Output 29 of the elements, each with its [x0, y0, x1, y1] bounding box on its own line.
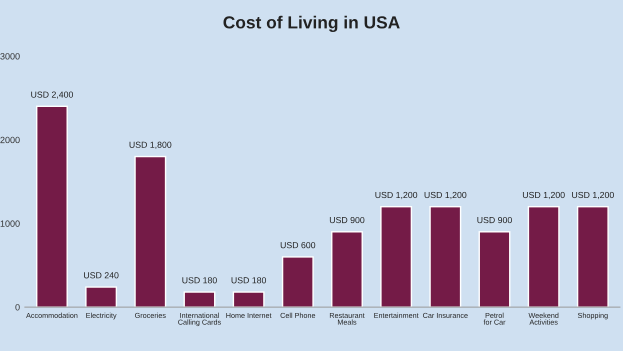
bar	[478, 231, 510, 308]
data-label: USD 2,400	[31, 91, 74, 99]
bar	[429, 206, 462, 308]
bar	[576, 206, 609, 308]
data-label: USD 1,200	[424, 192, 466, 200]
data-label: USD 1,800	[130, 142, 172, 149]
data-label: USD 900	[330, 216, 364, 224]
data-label: USD 600	[280, 242, 316, 248]
data-label: USD 1,200	[572, 192, 614, 200]
data-label: USD 180	[182, 277, 217, 284]
y-tick-label: 3000	[0, 53, 20, 60]
bar	[36, 106, 68, 308]
bar	[528, 206, 560, 308]
bar	[184, 291, 216, 308]
chart-title: Cost of Living in USA	[223, 16, 400, 32]
bar	[282, 256, 314, 308]
y-tick-label: 1000	[0, 220, 20, 227]
y-tick-label: 0	[15, 304, 20, 310]
data-label: USD 900	[477, 216, 512, 224]
data-label: USD 1,200	[375, 192, 418, 200]
data-label: USD 1,200	[522, 192, 565, 200]
bar	[232, 291, 265, 308]
data-label: USD 180	[232, 277, 266, 284]
y-tick-label: 2000	[0, 136, 20, 144]
bar	[134, 156, 166, 308]
bar	[380, 206, 412, 308]
data-label: USD 240	[84, 272, 119, 278]
bar	[85, 286, 118, 308]
bar	[331, 231, 363, 308]
